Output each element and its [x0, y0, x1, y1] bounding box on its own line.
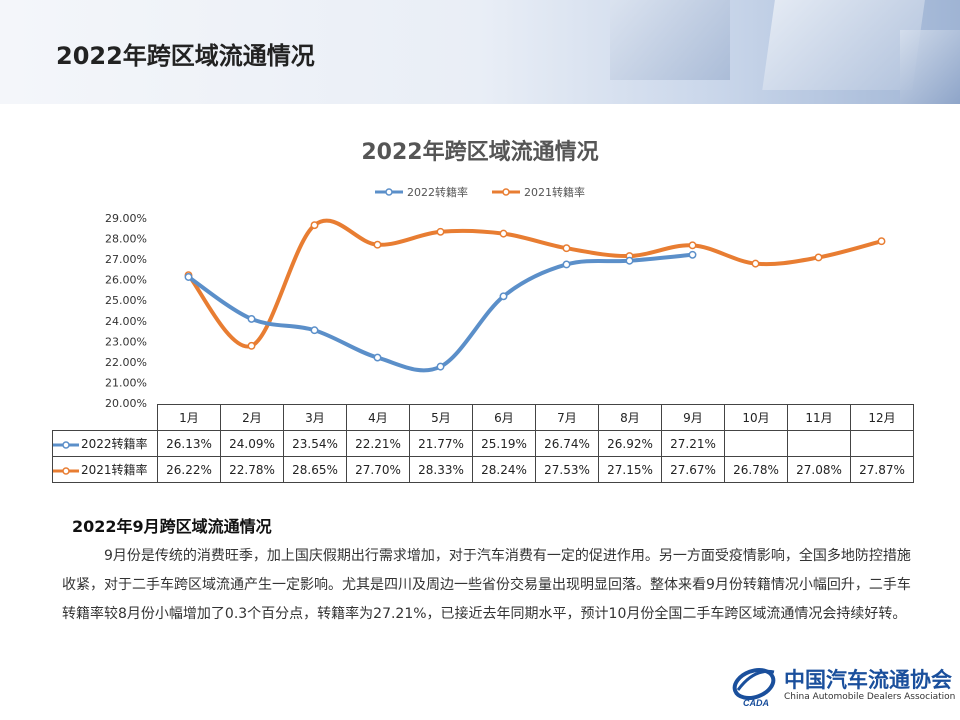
table-cell — [850, 430, 914, 457]
legend-label-2022: 2022转籍率 — [407, 186, 468, 199]
table-cell: 27.87% — [850, 456, 914, 483]
y-tick-label: 23.00% — [105, 335, 147, 348]
legend-item-2021: 2021转籍率 — [492, 184, 585, 200]
data-point — [436, 362, 445, 371]
table-cell — [724, 430, 788, 457]
series-key-2022-icon — [53, 440, 79, 449]
line-chart: 29.00% 28.00% 27.00% 26.00% 25.00% 24.00% 23.0… — [105, 212, 886, 410]
data-point — [310, 326, 319, 335]
data-point — [310, 221, 319, 230]
chart-legend: 2022转籍率 2021转籍率 — [0, 184, 960, 200]
table-cell: 27.21% — [661, 430, 725, 457]
table-cell: 26.78% — [724, 456, 788, 483]
header-banner — [0, 0, 960, 104]
section-title: 2022年9月跨区域流通情况 — [72, 517, 272, 536]
month-header: 10月 — [724, 404, 788, 431]
data-point — [814, 253, 823, 262]
row-header-2022: 2022转籍率 — [52, 430, 158, 457]
table-cell: 27.70% — [346, 456, 410, 483]
table-cell: 22.21% — [346, 430, 410, 457]
y-tick-label: 29.00% — [105, 212, 147, 225]
data-point — [373, 353, 382, 362]
series-key-2021-icon — [53, 466, 79, 475]
month-header: 1月 — [157, 404, 221, 431]
table-cell: 28.33% — [409, 456, 473, 483]
data-point — [688, 241, 697, 250]
data-point — [436, 227, 445, 236]
data-point — [562, 260, 571, 269]
logo-mark: CADA — [743, 698, 769, 708]
table-row-2022: 2022转籍率 26.13% 24.09% 23.54% 22.21% 21.7… — [52, 430, 914, 457]
data-point — [877, 237, 886, 246]
month-header: 6月 — [472, 404, 536, 431]
table-cell: 21.77% — [409, 430, 473, 457]
y-tick-label: 26.00% — [105, 274, 147, 287]
page-title: 2022年跨区域流通情况 — [56, 42, 315, 70]
table-cell: 26.13% — [157, 430, 221, 457]
data-point — [184, 273, 193, 281]
y-tick-label: 25.00% — [105, 294, 147, 307]
table-cell: 22.78% — [220, 456, 284, 483]
data-point — [247, 314, 256, 323]
month-header: 2月 — [220, 404, 284, 431]
table-cell: 27.67% — [661, 456, 725, 483]
legend-line-2022-icon — [375, 188, 403, 196]
logo-name: 中国汽车流通协会 — [784, 667, 952, 692]
table-header-row: 1月 2月 3月 4月 5月 6月 7月 8月 9月 10月 11月 12月 — [53, 404, 914, 431]
logo-english-name: China Automobile Dealers Association — [784, 692, 956, 702]
chart-title: 2022年跨区域流通情况 — [361, 140, 599, 165]
y-tick-label: 24.00% — [105, 315, 147, 328]
data-point — [247, 341, 256, 350]
table-cell: 28.24% — [472, 456, 536, 483]
row-label-2021: 2021转籍率 — [81, 463, 148, 477]
data-point — [373, 240, 382, 249]
table-corner — [53, 405, 158, 431]
data-table: 1月 2月 3月 4月 5月 6月 7月 8月 9月 10月 11月 12月 2… — [52, 404, 914, 483]
month-header: 3月 — [283, 404, 347, 431]
data-point — [688, 250, 697, 259]
table-cell: 27.15% — [598, 456, 662, 483]
y-tick-label: 22.00% — [105, 356, 147, 369]
month-header: 5月 — [409, 404, 473, 431]
table-cell: 26.74% — [535, 430, 599, 457]
table-cell — [787, 430, 851, 457]
table-cell: 26.92% — [598, 430, 662, 457]
banner-decoration — [610, 0, 730, 80]
y-tick-label: 21.00% — [105, 376, 147, 389]
month-header: 9月 — [661, 404, 725, 431]
association-logo: CADA 中国汽车流通协会 China Automobile Dealers A… — [730, 660, 955, 710]
table-cell: 27.53% — [535, 456, 599, 483]
month-header: 7月 — [535, 404, 599, 431]
data-point — [499, 229, 508, 238]
row-header-2021: 2021转籍率 — [52, 456, 158, 483]
y-tick-label: 20.00% — [105, 397, 147, 410]
y-tick-label: 27.00% — [105, 253, 147, 266]
table-row-2021: 2021转籍率 26.22% 22.78% 28.65% 27.70% 28.3… — [52, 456, 914, 483]
month-header: 11月 — [787, 404, 851, 431]
month-header: 12月 — [850, 404, 914, 431]
table-cell: 23.54% — [283, 430, 347, 457]
row-label-2022: 2022转籍率 — [81, 437, 148, 451]
legend-line-2021-icon — [492, 188, 520, 196]
data-point — [499, 292, 508, 301]
month-header: 4月 — [346, 404, 410, 431]
data-point — [562, 244, 571, 253]
table-cell: 27.08% — [787, 456, 851, 483]
legend-item-2022: 2022转籍率 — [375, 184, 468, 200]
data-point — [625, 256, 634, 265]
table-cell: 24.09% — [220, 430, 284, 457]
banner-decoration — [900, 30, 960, 104]
table-cell: 25.19% — [472, 430, 536, 457]
legend-label-2021: 2021转籍率 — [524, 186, 585, 199]
table-cell: 28.65% — [283, 456, 347, 483]
data-point — [751, 259, 760, 268]
y-tick-label: 28.00% — [105, 233, 147, 246]
series-line-2022 — [186, 252, 695, 373]
table-cell: 26.22% — [157, 456, 221, 483]
cada-logo-icon: CADA — [732, 667, 776, 708]
month-header: 8月 — [598, 404, 662, 431]
section-body: 9月份是传统的消费旺季，加上国庆假期出行需求增加，对于汽车消费有一定的促进作用。… — [62, 548, 911, 622]
